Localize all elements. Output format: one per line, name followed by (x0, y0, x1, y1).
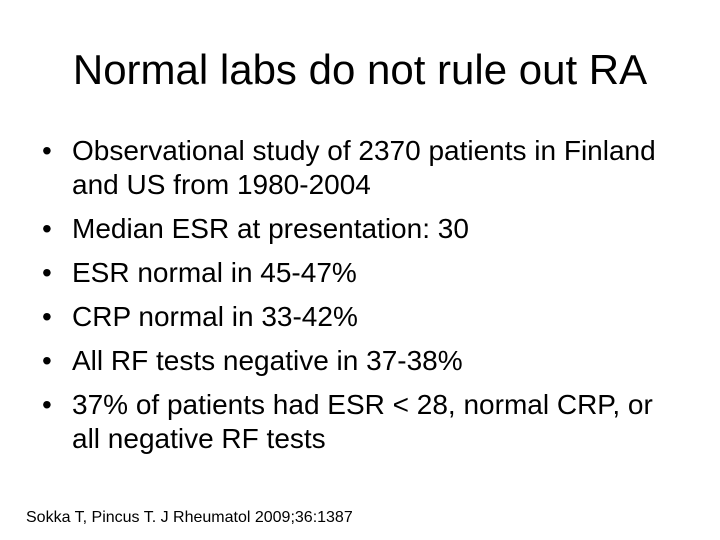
bullet-item-combined: • 37% of patients had ESR < 28, normal C… (0, 388, 720, 456)
bullet-dot-icon: • (42, 301, 52, 332)
bullet-dot-icon: • (42, 345, 52, 376)
bullet-text: Median ESR at presentation: 30 (72, 213, 469, 244)
bullet-item-esr-normal: • ESR normal in 45-47% (0, 256, 720, 290)
bullet-text: CRP normal in 33-42% (72, 301, 358, 332)
citation: Sokka T, Pincus T. J Rheumatol 2009;36:1… (26, 509, 353, 526)
bullet-dot-icon: • (42, 389, 52, 420)
bullet-item-crp-normal: • CRP normal in 33-42% (0, 300, 720, 334)
bullet-text: ESR normal in 45-47% (72, 257, 357, 288)
bullet-list: • Observational study of 2370 patients i… (0, 134, 720, 466)
bullet-text: Observational study of 2370 patients in … (72, 135, 656, 200)
slide-title: Normal labs do not rule out RA (72, 46, 648, 93)
bullet-text: All RF tests negative in 37-38% (72, 345, 463, 376)
bullet-text: 37% of patients had ESR < 28, normal CRP… (72, 389, 653, 454)
bullet-dot-icon: • (42, 213, 52, 244)
bullet-dot-icon: • (42, 135, 52, 166)
bullet-item-study: • Observational study of 2370 patients i… (0, 134, 720, 202)
bullet-item-rf-negative: • All RF tests negative in 37-38% (0, 344, 720, 378)
bullet-item-median-esr: • Median ESR at presentation: 30 (0, 212, 720, 246)
bullet-dot-icon: • (42, 257, 52, 288)
